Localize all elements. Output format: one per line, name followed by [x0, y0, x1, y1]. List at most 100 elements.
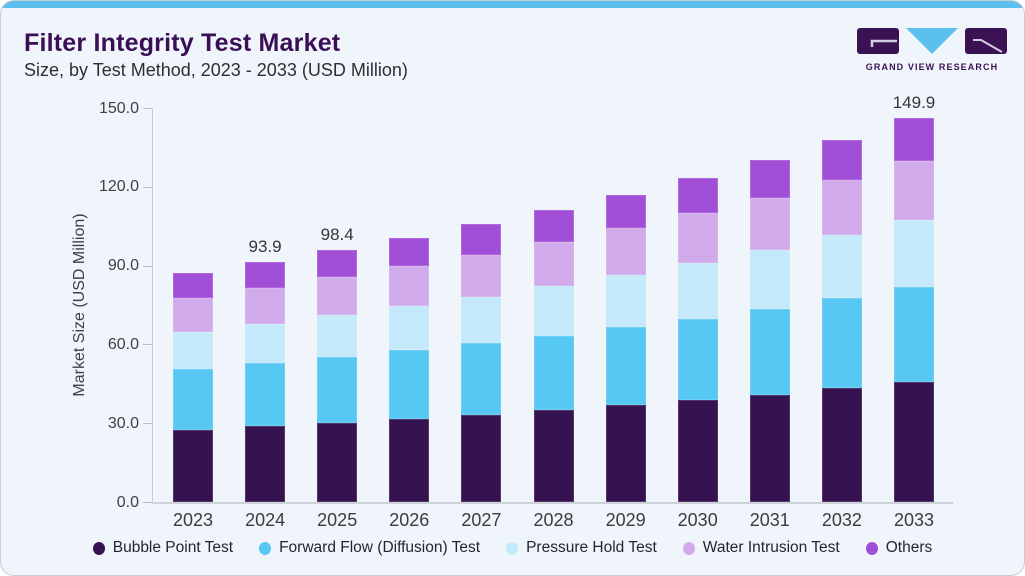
bar-segment	[389, 350, 430, 420]
bar-value-label: 93.9	[248, 236, 282, 256]
page-title: Filter Integrity Test Market	[24, 29, 341, 57]
legend-item: Pressure Hold Test	[506, 539, 657, 557]
logo-triangle-icon	[906, 28, 958, 54]
bar-segment	[894, 287, 934, 382]
bar-segment	[317, 277, 358, 316]
y-tick-mark	[143, 186, 152, 188]
legend-dot-icon	[865, 541, 878, 555]
legend-label: Forward Flow (Diffusion) Test	[279, 539, 481, 556]
bar-segment	[245, 426, 286, 502]
bar-segment	[605, 194, 646, 229]
y-tick-label: 30.0	[107, 414, 139, 432]
bar-2032	[821, 139, 862, 502]
x-tick-label: 2023	[172, 510, 214, 530]
legend-dot-icon	[92, 541, 105, 555]
x-tick-label: 2032	[821, 510, 862, 530]
bar-2027	[461, 224, 502, 502]
bar-segment	[894, 381, 934, 502]
bar-value-label: 98.4	[320, 225, 354, 245]
bar-segment	[173, 369, 213, 431]
y-tick-label: 60.0	[107, 335, 139, 353]
bar-segment	[533, 335, 574, 411]
bar-segment	[821, 298, 862, 389]
bar-segment	[461, 254, 502, 297]
bar-value-label: 149.9	[892, 93, 936, 113]
legend-label: Water Intrusion Test	[702, 539, 840, 556]
x-tick-label: 2026	[389, 510, 430, 530]
y-tick-mark	[143, 423, 152, 425]
y-axis-line	[152, 108, 153, 502]
bar-segment	[389, 306, 430, 351]
page-subtitle: Size, by Test Method, 2023 - 2033 (USD M…	[24, 60, 408, 80]
bar-segment	[245, 261, 286, 288]
bar-segment	[533, 241, 574, 287]
x-tick-label: 2031	[749, 510, 790, 530]
bar-segment	[677, 318, 718, 401]
legend-label: Bubble Point Test	[112, 539, 234, 556]
y-tick-mark	[143, 502, 152, 503]
bar-segment	[677, 400, 718, 502]
bar-2025	[317, 250, 358, 502]
x-tick-label: 2024	[245, 510, 286, 530]
bar-segment	[677, 177, 718, 214]
bar-2030	[677, 177, 718, 502]
bar-segment	[245, 323, 286, 363]
x-tick-label: 2028	[533, 510, 574, 530]
bar-segment	[173, 430, 213, 502]
x-axis-line	[152, 502, 953, 504]
bar-segment	[749, 197, 790, 251]
logo-g-glyph	[870, 39, 897, 47]
bar-segment	[749, 250, 790, 310]
legend-dot-icon	[259, 541, 272, 555]
logo-right-block	[965, 28, 1007, 54]
logo-r-glyph	[973, 39, 1003, 53]
bar-segment	[749, 394, 790, 502]
legend-dot-icon	[506, 541, 519, 555]
bar-segment	[821, 139, 862, 180]
x-tick-label: 2025	[317, 510, 358, 530]
bar-2031	[749, 159, 790, 502]
bar-segment	[461, 224, 502, 255]
bar-segment	[605, 327, 646, 406]
legend-item: Forward Flow (Diffusion) Test	[259, 539, 480, 557]
top-accent-bar	[1, 1, 1024, 8]
bar-segment	[894, 118, 934, 161]
bar-segment	[245, 362, 286, 427]
y-tick-mark	[143, 108, 152, 109]
x-tick-label: 2029	[605, 510, 646, 530]
bar-segment	[533, 209, 574, 242]
y-tick-label: 150.0	[98, 99, 139, 117]
legend-label: Pressure Hold Test	[526, 539, 657, 556]
bar-segment	[894, 219, 934, 288]
bar-segment	[533, 286, 574, 336]
bar-2026	[389, 237, 430, 502]
bar-2033	[894, 118, 934, 502]
bar-segment	[317, 422, 358, 502]
legend-label: Others	[885, 539, 933, 556]
bar-segment	[894, 160, 934, 220]
y-tick-mark	[143, 265, 152, 267]
bar-segment	[173, 273, 213, 298]
x-tick-label: 2027	[461, 510, 502, 530]
bar-2028	[533, 209, 574, 502]
y-tick-label: 0.0	[116, 493, 139, 511]
bar-segment	[317, 315, 358, 357]
y-tick-label: 90.0	[107, 257, 139, 275]
bar-2029	[605, 194, 646, 502]
bar-segment	[605, 228, 646, 276]
bar-2024	[245, 261, 286, 502]
bar-segment	[821, 235, 862, 299]
bar-2023	[173, 273, 213, 502]
bar-segment	[605, 405, 646, 502]
bar-segment	[749, 309, 790, 395]
y-tick-mark	[143, 344, 152, 346]
y-tick-label: 120.0	[98, 178, 139, 196]
legend-item: Water Intrusion Test	[682, 539, 840, 557]
bar-segment	[389, 419, 430, 502]
bar-segment	[317, 250, 358, 278]
bar-segment	[749, 159, 790, 198]
bar-segment	[245, 287, 286, 324]
y-axis-title: Market Size (USD Million)	[71, 213, 88, 397]
grand-view-research-logo: GRAND VIEW RESEARCH	[856, 27, 1008, 78]
bar-segment	[821, 179, 862, 236]
